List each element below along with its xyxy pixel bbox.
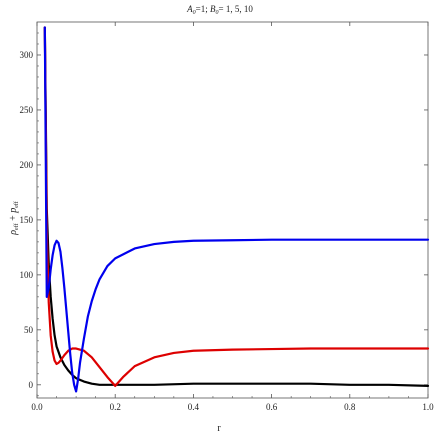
y-tick-label: 250: [20, 105, 34, 115]
plot-frame: [36, 21, 429, 399]
x-tick-label: 0.8: [344, 402, 356, 412]
series-line-2: [43, 26, 430, 388]
x-tick-label: 0.6: [266, 402, 278, 412]
y-tick-label: 150: [20, 215, 34, 225]
x-tick-label: 1.0: [422, 402, 434, 412]
y-axis-ticks: 0 50 100 150 200 250 300: [20, 32, 428, 397]
x-tick-label: 0.2: [110, 402, 121, 412]
y-tick-label: 300: [20, 50, 34, 60]
x-axis-label: r: [217, 423, 221, 434]
chart-title: A0=1; B0= 1, 5, 10: [186, 4, 253, 16]
series-line-3: [43, 26, 430, 393]
y-tick-label: 100: [20, 270, 34, 280]
y-axis-label: ρeff + peff: [8, 201, 20, 236]
x-tick-label: 0.4: [188, 402, 200, 412]
y-tick-label: 200: [20, 160, 34, 170]
y-tick-label: 0: [29, 380, 34, 390]
series-line-1: [43, 26, 430, 388]
plot-border: [36, 21, 429, 399]
y-tick-label: 50: [24, 325, 34, 335]
x-tick-label: 0.0: [31, 402, 43, 412]
x-axis-ticks: 0.0 0.2 0.4 0.6 0.8 1.0: [31, 22, 434, 412]
series-lines: [43, 26, 430, 393]
